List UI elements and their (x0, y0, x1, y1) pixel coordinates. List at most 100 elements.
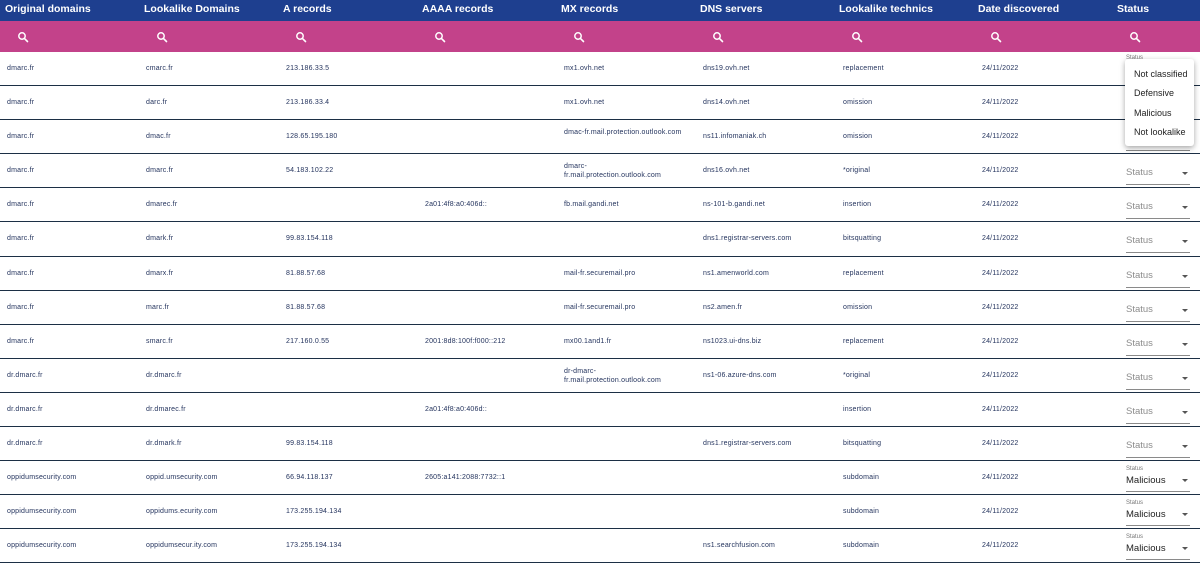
cell-technic: *original (843, 371, 871, 379)
cell-dns: dns14.ovh.net (703, 99, 750, 107)
cell-date: 24/11/2022 (982, 542, 1019, 550)
cell-mx: mx1.ovh.net (564, 65, 605, 72)
status-select[interactable]: Status (1126, 297, 1190, 322)
cell-date: 24/11/2022 (982, 99, 1019, 107)
cell-original: dmarc.fr (7, 133, 35, 141)
cell-a: 217.160.0.55 (286, 337, 330, 345)
cell-original: dmarc.fr (7, 99, 35, 107)
column-header-a-records[interactable]: A records (283, 3, 332, 15)
cell-technic: replacement (843, 337, 884, 345)
status-select-placeholder: Status (1126, 337, 1153, 349)
cell-technic: insertion (843, 405, 872, 413)
cell-a: 128.65.195.180 (286, 133, 338, 141)
cell-dns: ns1023.ui-dns.biz (703, 337, 762, 345)
cell-date: 24/11/2022 (982, 65, 1019, 72)
option-not-classified[interactable]: Not classified (1134, 69, 1188, 79)
status-select-placeholder: Status (1126, 405, 1153, 417)
status-select[interactable] (1126, 126, 1190, 152)
cell-dns: ns1.searchfusion.com (703, 542, 776, 550)
cell-a: 213.186.33.4 (286, 99, 330, 107)
status-select[interactable]: Status (1126, 228, 1190, 254)
table-row: dr.dmarc.fr dr.dmarc.fr dr-dmarc-fr.mail.p… (0, 359, 1200, 393)
cell-lookalike: marc.fr (146, 303, 170, 311)
column-header-aaaa-records[interactable]: AAAA records (422, 3, 494, 15)
cell-technic: bitsquatting (843, 235, 882, 243)
status-select[interactable]: Status (1126, 160, 1190, 186)
cell-lookalike: oppid.umsecurity.com (146, 474, 218, 482)
cell-lookalike: dr.dmark.fr (146, 440, 182, 448)
cell-date: 24/11/2022 (982, 235, 1019, 243)
cell-technic: omission (843, 303, 873, 311)
table-row: oppidumsecurity.com oppid.umsecurity.com 6… (0, 461, 1200, 496)
chevron-down-icon (1182, 240, 1188, 244)
option-not-lookalike[interactable]: Not lookalike (1134, 127, 1186, 137)
status-select-placeholder: Status (1126, 303, 1153, 315)
table-row: dmarc.fr marc.fr 81.88.57.68 mail-fr.secure… (0, 291, 1200, 325)
cell-original: oppidumsecurity.com (7, 508, 77, 516)
status-select-label: Status (1126, 500, 1144, 507)
cell-lookalike: dmark.fr (146, 235, 174, 243)
search-icon[interactable] (434, 30, 446, 43)
cell-aaaa: 2605:a141:2088:7732::1 (425, 474, 506, 482)
cell-lookalike: darc.fr (146, 99, 168, 107)
cell-date: 24/11/2022 (982, 201, 1019, 209)
cell-date: 24/11/2022 (982, 405, 1019, 413)
status-select-value: Malicious (1126, 475, 1166, 487)
column-header-date-discovered[interactable]: Date discovered (978, 3, 1060, 15)
status-select-placeholder: Status (1126, 167, 1153, 179)
column-header-lookalike-domains[interactable]: Lookalike Domains (144, 3, 240, 15)
cell-technic: subdomain (843, 508, 880, 516)
cell-lookalike: dmarc.fr (146, 167, 174, 175)
cell-original: oppidumsecurity.com (7, 474, 77, 482)
cell-a: 54.183.102.22 (286, 167, 334, 175)
column-header-dns-servers[interactable]: DNS servers (700, 3, 763, 15)
table-row: dr.dmarc.fr dr.dmark.fr 99.83.154.118 dns1.… (0, 427, 1200, 462)
cell-lookalike: cmarc.fr (146, 65, 173, 72)
status-select[interactable]: Status Malicious (1126, 500, 1190, 527)
search-icon[interactable] (17, 30, 29, 43)
table-row: dr.dmarc.fr dr.dmarec.fr 2a01:4f8:a0:406d:… (0, 393, 1200, 428)
option-defensive[interactable]: Defensive (1134, 88, 1175, 98)
cell-technic: insertion (843, 201, 872, 209)
cell-mx: dmarc-fr.mail.protection.outlook.com (564, 163, 662, 180)
chevron-down-icon (1182, 342, 1188, 346)
cell-technic: replacement (843, 269, 884, 277)
cell-dns: dns1.registrar-servers.com (703, 440, 792, 448)
table-row: dmarc.fr dmarx.fr 81.88.57.68 mail-fr.secur… (0, 257, 1200, 291)
chevron-down-icon (1182, 206, 1188, 210)
cell-original: dmarc.fr (7, 167, 35, 175)
cell-technic: omission (843, 133, 873, 141)
status-select[interactable]: Status (1126, 194, 1190, 220)
cell-date: 24/11/2022 (982, 133, 1019, 141)
cell-original: dmarc.fr (7, 201, 35, 209)
search-icon[interactable] (851, 30, 863, 43)
status-select[interactable]: Status (1126, 263, 1190, 288)
status-select[interactable]: Status (1126, 399, 1190, 424)
search-icon[interactable] (295, 30, 307, 43)
search-icon[interactable] (990, 30, 1002, 43)
search-icon[interactable] (156, 30, 168, 43)
status-select[interactable]: Status (1126, 365, 1190, 390)
table-row: dmarc.fr darc.fr 213.186.33.4 mx1.ovh.net dn… (0, 86, 1200, 121)
search-icon[interactable] (573, 30, 585, 43)
column-header-mx-records[interactable]: MX records (561, 3, 619, 15)
status-select[interactable]: Status (1126, 433, 1190, 459)
search-icon[interactable] (712, 30, 724, 43)
cell-mx: mail-fr.securemail.pro (564, 269, 636, 277)
option-malicious[interactable]: Malicious (1134, 108, 1172, 118)
column-header-status[interactable]: Status (1117, 3, 1150, 15)
cell-date: 24/11/2022 (982, 303, 1019, 311)
status-select-value: Malicious (1126, 543, 1166, 555)
cell-original: dmarc.fr (7, 235, 35, 243)
chevron-down-icon (1182, 445, 1188, 449)
status-select[interactable]: Status Malicious (1126, 466, 1190, 493)
column-header-original-domains[interactable]: Original domains (5, 3, 91, 15)
cell-date: 24/11/2022 (982, 167, 1019, 175)
column-header-lookalike-technics[interactable]: Lookalike technics (839, 3, 933, 15)
search-icon[interactable] (1129, 30, 1141, 43)
status-select-placeholder: Status (1126, 201, 1153, 213)
status-select[interactable]: Status (1126, 331, 1190, 356)
table-row: oppidumsecurity.com oppidums.ecurity.com 1… (0, 495, 1200, 530)
status-select[interactable]: Status Malicious (1126, 534, 1190, 561)
cell-dns: dns1.registrar-servers.com (703, 235, 792, 243)
